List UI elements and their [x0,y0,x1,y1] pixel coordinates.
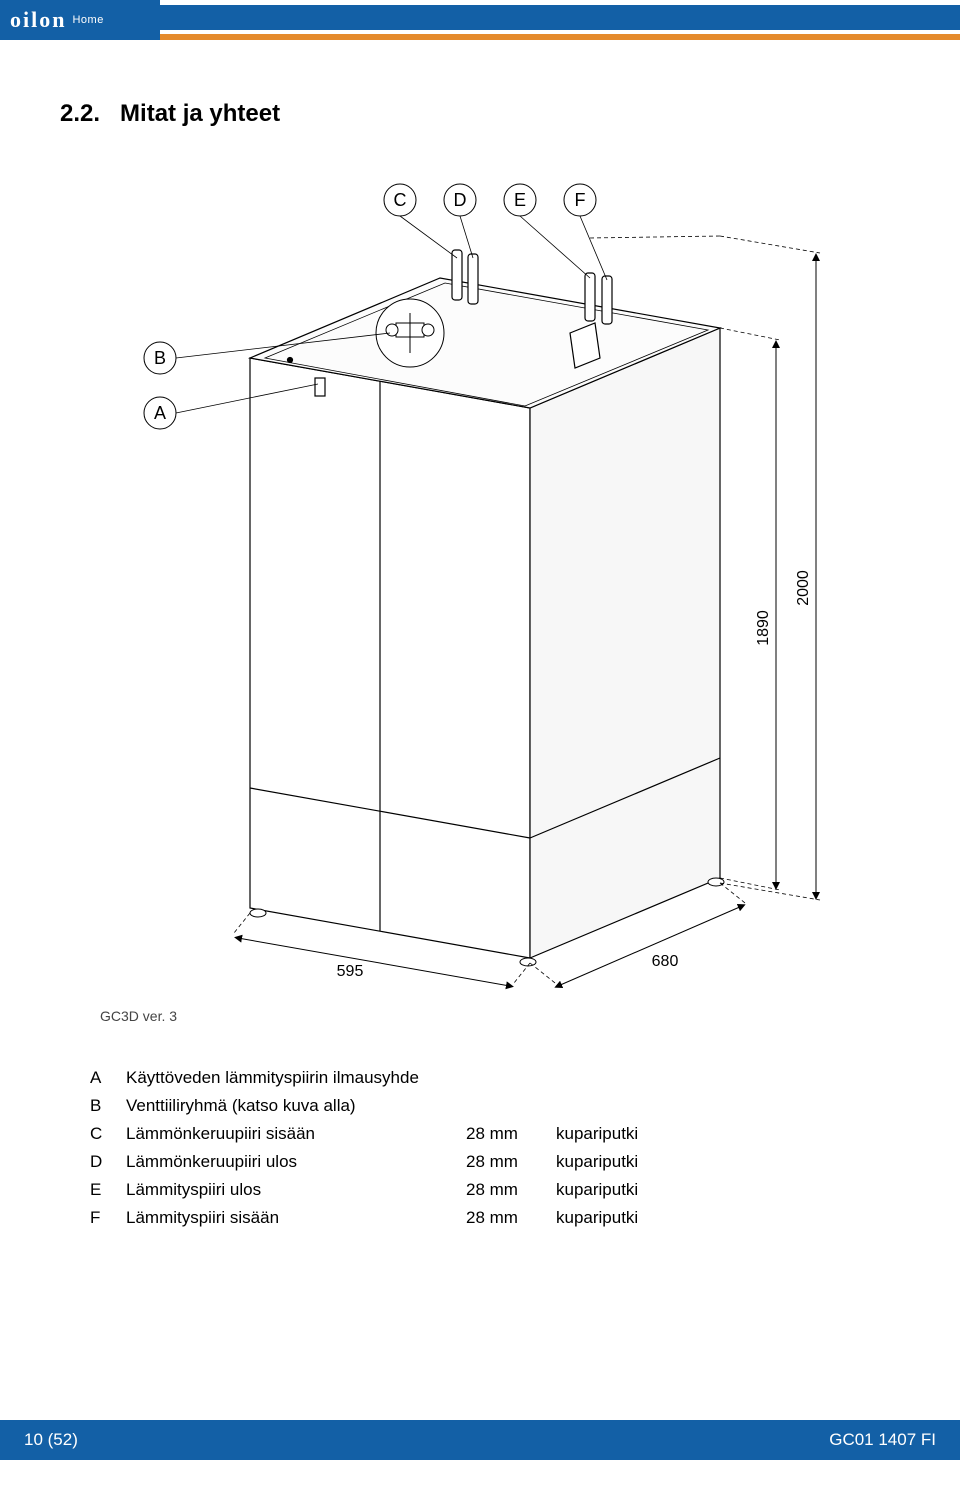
row-mat: kupariputki [556,1120,696,1148]
row-key: E [90,1176,126,1204]
row-mat: kupariputki [556,1204,696,1232]
row-desc: Lämmityspiiri ulos [126,1176,466,1204]
table-row: ELämmityspiiri ulos28 mmkupariputki [90,1176,696,1204]
header-stripes [160,0,960,40]
row-desc: Lämmönkeruupiiri ulos [126,1148,466,1176]
dim-height-outer: 2000 [795,570,812,606]
logo-main: oilon [10,7,66,33]
table-row: FLämmityspiiri sisään28 mmkupariputki [90,1204,696,1232]
diagram-label-e: E [514,190,526,210]
page-body: 2.2. Mitat ja yhteet [0,40,960,1460]
diagram-label-c: C [394,190,407,210]
diagram-label-d: D [454,190,467,210]
dim-height-inner: 1890 [755,610,772,646]
diagram-label-a: A [154,403,166,423]
diagram-caption: GC3D ver. 3 [100,1008,900,1024]
logo-sub: Home [72,14,103,26]
brand-logo: oilon Home [0,0,160,40]
row-desc: Käyttöveden lämmityspiirin ilmausyhde [126,1064,466,1092]
dimension-diagram: C D E F B A [100,158,860,998]
table-row: AKäyttöveden lämmityspiirin ilmausyhde [90,1064,696,1092]
section-title: 2.2. Mitat ja yhteet [60,100,900,128]
table-row: DLämmönkeruupiiri ulos28 mmkupariputki [90,1148,696,1176]
section-heading: Mitat ja yhteet [120,100,280,127]
table-row: BVenttiiliryhmä (katso kuva alla) [90,1092,696,1120]
row-mat [556,1092,696,1120]
footer-bar: 10 (52) GC01 1407 FI [0,1420,960,1460]
connections-table: AKäyttöveden lämmityspiirin ilmausyhdeBV… [90,1064,900,1232]
row-key: C [90,1120,126,1148]
dim-depth: 680 [652,953,679,970]
row-key: A [90,1064,126,1092]
row-dim: 28 mm [466,1148,556,1176]
row-dim: 28 mm [466,1120,556,1148]
row-key: D [90,1148,126,1176]
row-desc: Venttiiliryhmä (katso kuva alla) [126,1092,466,1120]
row-desc: Lämmönkeruupiiri sisään [126,1120,466,1148]
row-key: B [90,1092,126,1120]
row-dim [466,1092,556,1120]
dim-width: 595 [337,963,364,980]
row-dim: 28 mm [466,1204,556,1232]
table-row: CLämmönkeruupiiri sisään28 mmkupariputki [90,1120,696,1148]
row-desc: Lämmityspiiri sisään [126,1204,466,1232]
diagram-label-f: F [575,190,586,210]
row-mat: kupariputki [556,1148,696,1176]
row-mat [556,1064,696,1092]
row-mat: kupariputki [556,1176,696,1204]
footer-page-number: 10 (52) [24,1430,78,1450]
section-number: 2.2. [60,100,100,127]
row-key: F [90,1204,126,1232]
row-dim [466,1064,556,1092]
footer-doc-code: GC01 1407 FI [829,1430,936,1450]
row-dim: 28 mm [466,1176,556,1204]
diagram-label-b: B [154,348,166,368]
header-bar: oilon Home [0,0,960,40]
